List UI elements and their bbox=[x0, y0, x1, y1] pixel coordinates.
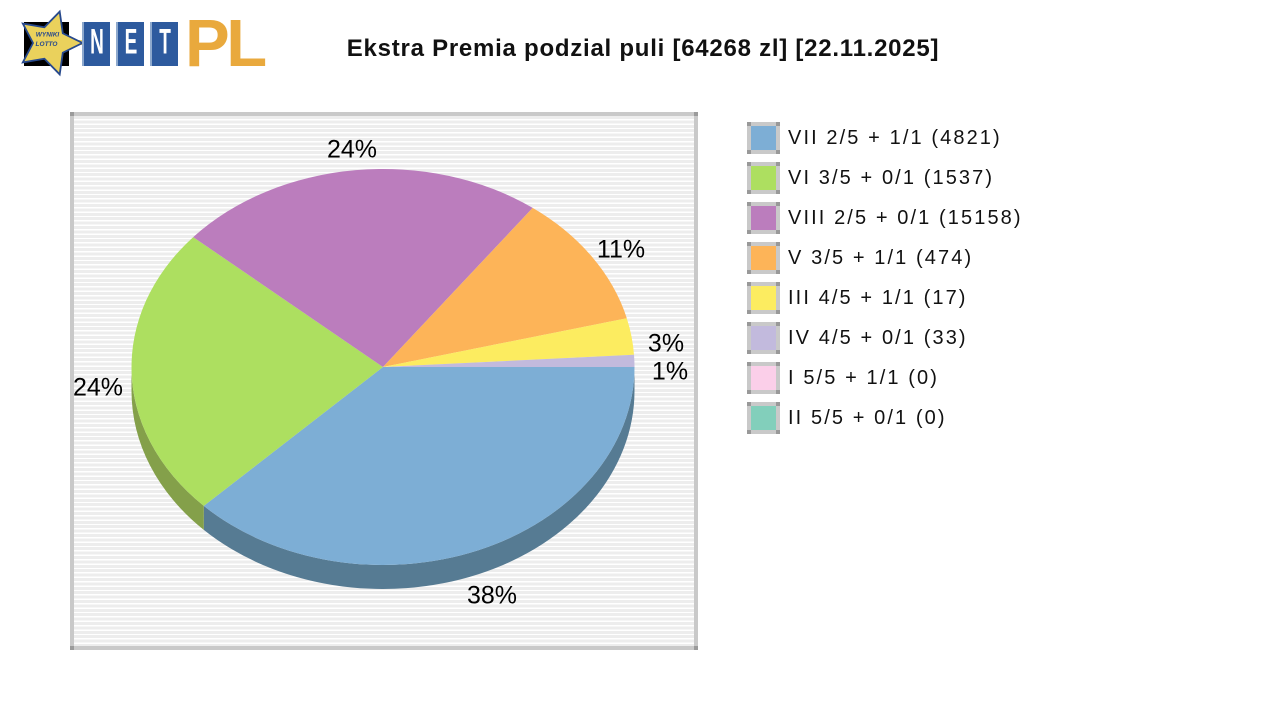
svg-text:WYNIKI: WYNIKI bbox=[36, 32, 60, 39]
svg-text:LOTTO: LOTTO bbox=[36, 41, 58, 48]
